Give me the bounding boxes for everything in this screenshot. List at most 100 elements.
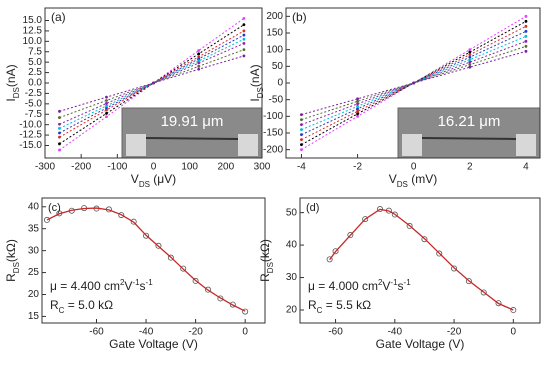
data-point — [152, 81, 155, 85]
data-point — [524, 24, 528, 28]
y-tick-label: -10.0 — [19, 119, 42, 130]
data-point — [524, 39, 528, 43]
text-part: = 5.5 kΩ — [322, 298, 371, 312]
electrode — [402, 134, 422, 156]
y-tick-label: 30 — [286, 272, 298, 283]
y-tick-label: 20 — [286, 305, 298, 316]
y-tick-label: 20 — [28, 289, 40, 300]
data-point — [332, 248, 339, 255]
data-point — [197, 59, 201, 63]
text-part: I — [4, 98, 18, 101]
y-axis-label: IDS(nA) — [4, 64, 20, 101]
panel-label: (c) — [48, 202, 61, 214]
data-point — [118, 212, 125, 219]
plot-frame — [44, 7, 263, 159]
data-point — [436, 250, 443, 257]
data-line — [59, 55, 245, 112]
x-tick-label: -20 — [447, 327, 462, 338]
y-tick-label: 12.5 — [23, 26, 43, 37]
data-point — [105, 106, 108, 110]
data-point — [197, 61, 201, 65]
annotation: RC = 5.5 kΩ — [308, 298, 371, 314]
text-part: s — [140, 279, 146, 293]
x-tick-label: 0 — [411, 162, 417, 173]
data-line — [301, 45, 527, 121]
data-point — [300, 123, 303, 127]
data-point — [58, 116, 61, 119]
y-tick-label: 0.0 — [28, 78, 42, 89]
data-point — [242, 308, 249, 315]
panel-label: (a) — [51, 10, 66, 24]
x-tick-label: -200 — [71, 162, 91, 173]
data-point — [356, 109, 359, 113]
subscript: DS — [12, 262, 21, 273]
x-axis-label: Gate Voltage (V) — [376, 337, 465, 351]
data-point — [524, 14, 528, 18]
x-tick-label: -40 — [388, 327, 403, 338]
data-point — [105, 115, 108, 119]
y-tick-label: -150 — [263, 128, 283, 139]
data-point — [356, 107, 359, 111]
text-part: = 5.0 kΩ — [64, 298, 113, 312]
nanowire — [421, 137, 517, 140]
y-tick-label: -5.0 — [25, 98, 43, 109]
x-tick-label: 0 — [242, 327, 248, 338]
data-point — [197, 67, 201, 71]
text-part: I — [248, 98, 262, 101]
inset-label: 16.21 μm — [438, 113, 501, 130]
electrode — [516, 134, 536, 156]
data-point — [412, 81, 416, 85]
data-point — [180, 265, 187, 272]
data-point — [468, 53, 472, 57]
text-part: Gate Voltage (V) — [376, 337, 465, 351]
y-tick-label: 40 — [28, 201, 40, 212]
text-part: V — [124, 279, 132, 293]
subscript: C — [317, 306, 323, 315]
y-tick-label: 200 — [266, 11, 283, 22]
subscript: DS — [256, 87, 265, 98]
subscript: DS — [266, 262, 275, 273]
y-tick-label: 40 — [286, 240, 298, 251]
text-part: V — [382, 279, 390, 293]
text-part: (kΩ) — [4, 239, 18, 262]
text-part: μ = 4.400 cm — [50, 279, 120, 293]
y-tick-label: 150 — [266, 28, 283, 39]
y-tick-label: -2.5 — [25, 88, 43, 99]
x-tick-label: 200 — [217, 162, 234, 173]
data-point — [242, 37, 246, 41]
superscript: -1 — [390, 278, 398, 287]
data-point — [58, 131, 61, 135]
data-point — [451, 265, 458, 272]
y-tick-label: -50 — [269, 94, 284, 105]
data-point — [105, 102, 108, 105]
x-tick-label: -60 — [328, 327, 343, 338]
y-tick-label: 0 — [277, 78, 283, 89]
text-part: R — [4, 273, 18, 282]
y-tick-label: 35 — [28, 223, 40, 234]
fit-line — [329, 208, 514, 311]
data-point — [167, 254, 174, 261]
y-tick-label: 2.5 — [28, 67, 42, 78]
y-tick-label: 15 — [28, 311, 40, 322]
x-tick-label: -60 — [89, 327, 104, 338]
x-tick-label: 4 — [523, 162, 529, 173]
annotation: μ = 4.400 cm2V-1s-1 — [50, 278, 153, 294]
text-part: (mV) — [408, 172, 437, 186]
data-point — [58, 148, 61, 152]
data-point — [347, 232, 354, 239]
data-point — [468, 58, 472, 62]
electrode — [238, 134, 258, 156]
text-part: μ = 4.000 cm — [308, 279, 378, 293]
data-point — [356, 112, 359, 116]
x-axis-label: Gate Voltage (V) — [109, 337, 198, 351]
superscript: -1 — [132, 278, 140, 287]
y-tick-label: 25 — [28, 267, 40, 278]
data-point — [300, 133, 303, 137]
y-tick-label: -100 — [263, 111, 283, 122]
x-tick-label: 300 — [254, 162, 271, 173]
data-point — [480, 289, 487, 296]
data-point — [300, 128, 303, 132]
panel-label: (d) — [306, 202, 319, 214]
data-point — [105, 95, 108, 99]
